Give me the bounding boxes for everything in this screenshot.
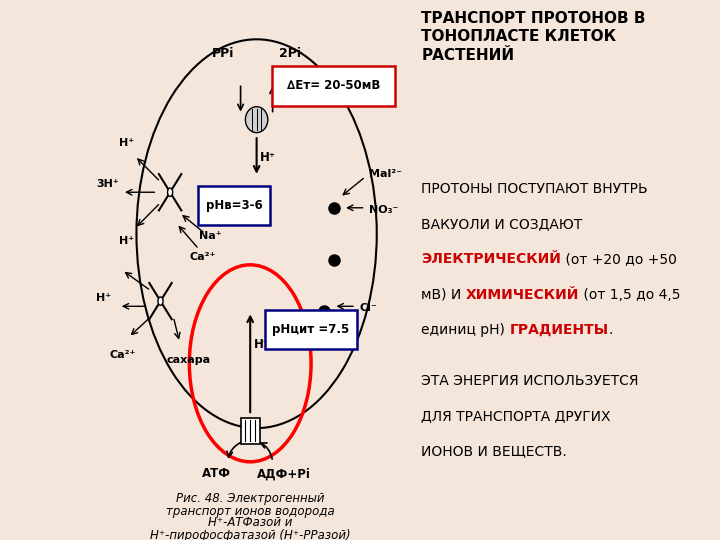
Text: ВАКУОЛИ И СОЗДАЮТ: ВАКУОЛИ И СОЗДАЮТ [421, 217, 582, 231]
Text: Рис. 48. Электрогенный: Рис. 48. Электрогенный [176, 491, 325, 504]
Text: ТРАНСПОРТ ПРОТОНОВ В
ТОНОПЛАСТЕ КЛЕТОК
РАСТЕНИЙ: ТРАНСПОРТ ПРОТОНОВ В ТОНОПЛАСТЕ КЛЕТОК Р… [421, 11, 646, 63]
Text: единиц рН): единиц рН) [421, 323, 510, 337]
Text: ХИМИЧЕСКИЙ: ХИМИЧЕСКИЙ [466, 288, 579, 302]
Text: рНв=3-6: рНв=3-6 [206, 199, 263, 212]
Text: рНцит =7.5: рНцит =7.5 [272, 323, 350, 336]
Circle shape [168, 188, 173, 197]
Text: мВ) И: мВ) И [421, 288, 466, 302]
Text: ДЛЯ ТРАНСПОРТА ДРУГИХ: ДЛЯ ТРАНСПОРТА ДРУГИХ [421, 409, 611, 423]
Text: ЭТА ЭНЕРГИЯ ИСПОЛЬЗУЕТСЯ: ЭТА ЭНЕРГИЯ ИСПОЛЬЗУЕТСЯ [421, 374, 639, 388]
Text: Na⁺: Na⁺ [199, 231, 222, 241]
Text: АТФ: АТФ [202, 467, 231, 481]
Text: ИОНОВ И ВЕЩЕСТВ.: ИОНОВ И ВЕЩЕСТВ. [421, 444, 567, 458]
Text: NO₃⁻: NO₃⁻ [369, 205, 398, 215]
Text: Mal²⁻: Mal²⁻ [369, 168, 402, 179]
Text: ЭЛЕКТРИЧЕСКИЙ: ЭЛЕКТРИЧЕСКИЙ [421, 252, 561, 266]
FancyBboxPatch shape [271, 66, 395, 106]
Text: ГРАДИЕНТЫ: ГРАДИЕНТЫ [510, 323, 608, 337]
Text: Ca²⁺: Ca²⁺ [109, 350, 135, 360]
Text: Cl⁻: Cl⁻ [359, 303, 377, 314]
Text: H⁺: H⁺ [253, 338, 269, 351]
Text: АДФ+Pi: АДФ+Pi [256, 467, 310, 481]
Text: H⁺: H⁺ [119, 138, 134, 147]
Text: PPi: PPi [212, 48, 234, 60]
Text: Н⁺-пирофосфатазой (Н⁺-РРазой): Н⁺-пирофосфатазой (Н⁺-РРазой) [150, 529, 351, 540]
Ellipse shape [246, 107, 268, 133]
Bar [240, 418, 260, 444]
Text: 3H⁺: 3H⁺ [96, 179, 119, 189]
Text: Ca²⁺: Ca²⁺ [189, 252, 216, 262]
Text: ∆Eт= 20-50мВ: ∆Eт= 20-50мВ [287, 79, 380, 92]
Text: H⁺: H⁺ [96, 293, 112, 303]
Text: сахара: сахара [167, 355, 211, 366]
Text: .: . [608, 323, 613, 337]
Text: 2Pi: 2Pi [279, 48, 301, 60]
FancyBboxPatch shape [198, 186, 271, 225]
Text: (от 1,5 до 4,5: (от 1,5 до 4,5 [579, 288, 680, 302]
Text: H⁺: H⁺ [260, 151, 276, 164]
Circle shape [158, 297, 163, 305]
Text: Н⁺-АТФазой и: Н⁺-АТФазой и [208, 516, 292, 530]
Text: транспорт ионов водорода: транспорт ионов водорода [166, 504, 335, 517]
Text: ПРОТОНЫ ПОСТУПАЮТ ВНУТРЬ: ПРОТОНЫ ПОСТУПАЮТ ВНУТРЬ [421, 182, 648, 196]
Text: (от +20 до +50: (от +20 до +50 [561, 252, 677, 266]
Text: H⁺: H⁺ [119, 236, 134, 246]
FancyBboxPatch shape [265, 310, 357, 349]
